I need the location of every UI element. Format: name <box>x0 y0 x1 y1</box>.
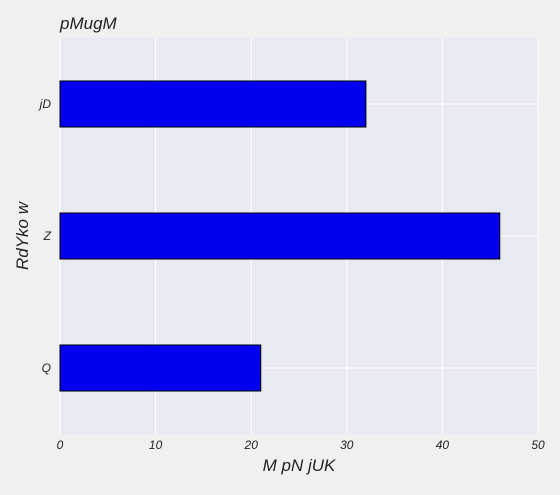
y-tick-label: jD <box>38 97 52 111</box>
y-axis-label: RdYko w <box>13 200 32 270</box>
x-tick-label: 30 <box>340 438 354 452</box>
bar-Z <box>59 212 501 260</box>
x-axis-label: M pN jUK <box>263 456 336 475</box>
bar-jD <box>59 80 367 128</box>
x-tick-label: 10 <box>149 438 163 452</box>
bar-Q <box>59 344 262 392</box>
x-tick-label: 50 <box>531 438 545 452</box>
y-tick-label: Q <box>42 361 51 375</box>
y-axis-ticks: Q ZjD <box>38 97 52 375</box>
x-axis-ticks: 0 10 20 30 40 50 <box>57 438 545 452</box>
chart-title: pMugM <box>59 14 118 33</box>
bars <box>59 80 501 392</box>
x-tick-label: 40 <box>436 438 450 452</box>
x-tick-label: 20 <box>244 438 259 452</box>
y-tick-label: Z <box>43 229 52 243</box>
x-tick-label: 0 <box>57 438 64 452</box>
